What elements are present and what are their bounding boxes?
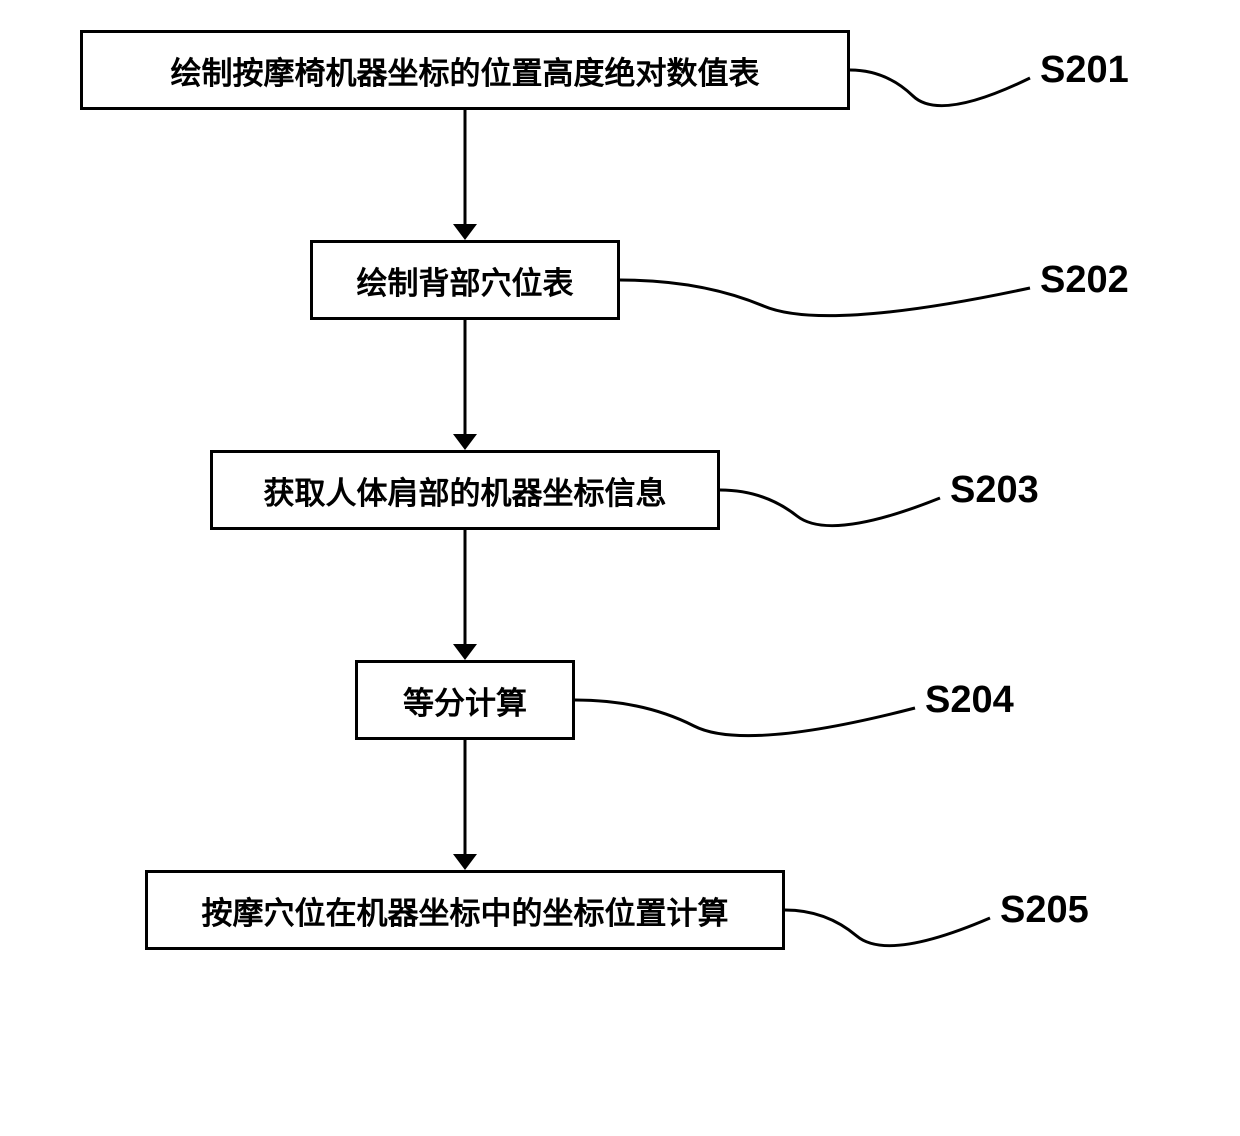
box-text: 按摩穴位在机器坐标中的坐标位置计算 — [202, 888, 729, 933]
flowchart-box-s201: 绘制按摩椅机器坐标的位置高度绝对数值表 — [80, 30, 850, 110]
connector-s203 — [720, 480, 950, 560]
arrow-s202 — [441, 320, 489, 450]
connector-s201 — [850, 60, 1040, 140]
connector-s204 — [575, 690, 925, 770]
connector-s202 — [620, 270, 1040, 350]
box-text: 绘制背部穴位表 — [357, 258, 574, 303]
flowchart-box-s202: 绘制背部穴位表 — [310, 240, 620, 320]
arrow-s203 — [441, 530, 489, 660]
step-label-s203: S203 — [950, 469, 1039, 512]
flowchart-box-s203: 获取人体肩部的机器坐标信息 — [210, 450, 720, 530]
connector-s205 — [785, 900, 1000, 980]
step-label-s201: S201 — [1040, 49, 1129, 92]
flowchart-box-s205: 按摩穴位在机器坐标中的坐标位置计算 — [145, 870, 785, 950]
step-label-s205: S205 — [1000, 889, 1089, 932]
box-text: 绘制按摩椅机器坐标的位置高度绝对数值表 — [171, 48, 760, 93]
arrow-s201 — [441, 110, 489, 240]
step-label-s202: S202 — [1040, 259, 1129, 302]
flowchart-box-s204: 等分计算 — [355, 660, 575, 740]
step-label-s204: S204 — [925, 679, 1014, 722]
box-text: 获取人体肩部的机器坐标信息 — [264, 468, 667, 513]
box-text: 等分计算 — [403, 678, 527, 723]
arrow-s204 — [441, 740, 489, 870]
